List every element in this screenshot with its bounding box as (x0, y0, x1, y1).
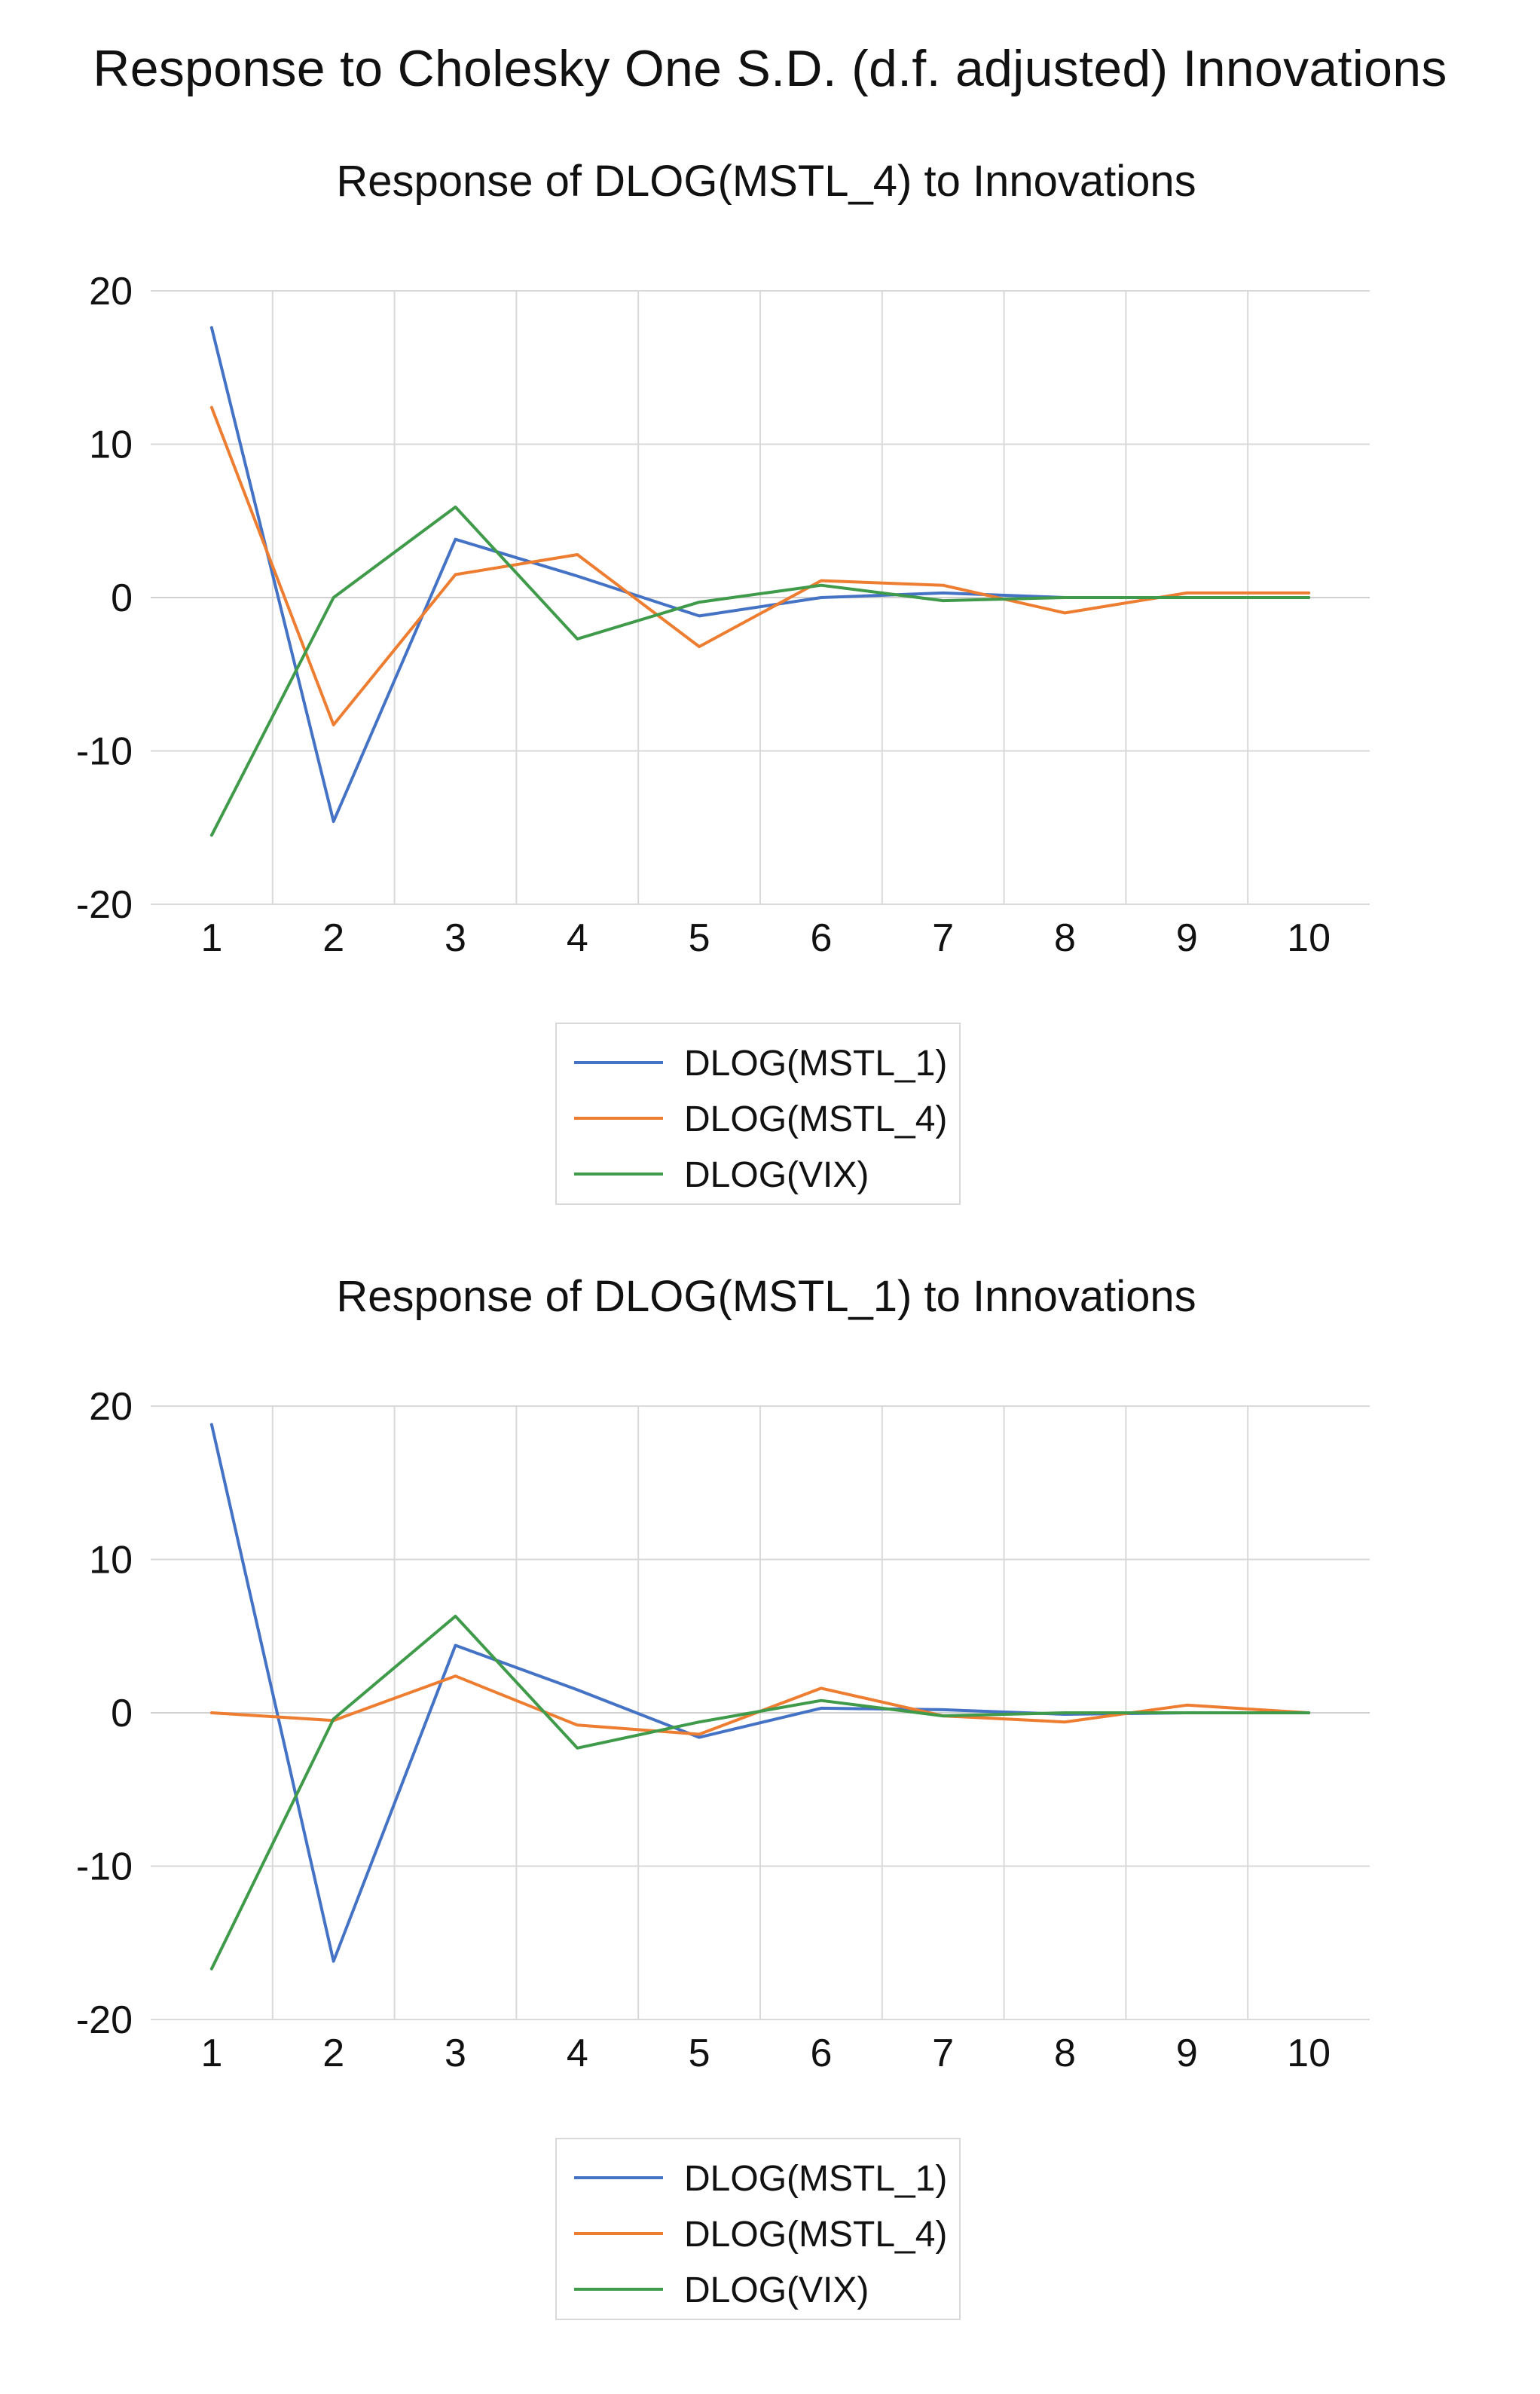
chart-2-ytick-label: 10 (89, 1539, 133, 1582)
chart-1-series-line-dlog-vix (209, 505, 1311, 837)
chart-2: Response of DLOG(MSTL_1) to Innovations 2… (76, 1272, 1370, 2320)
chart-1-xtick-label: 8 (1054, 916, 1076, 960)
chart-1-legend-label: DLOG(MSTL_4) (684, 1099, 947, 1139)
chart-1-ytick-label: -10 (76, 730, 133, 774)
chart-2-xtick-label: 3 (445, 2032, 466, 2075)
main-title: Response to Cholesky One S.D. (d.f. adju… (93, 40, 1447, 97)
chart-1-xtick-label: 7 (932, 916, 954, 960)
chart-2-legend-label: DLOG(MSTL_4) (684, 2215, 947, 2255)
chart-2-xtick-label: 1 (200, 2032, 222, 2075)
chart-2-ytick-label: -10 (76, 1845, 133, 1889)
chart-2-series-line-dlog-vix (209, 1614, 1311, 1971)
chart-2-xtick-label: 2 (322, 2032, 344, 2075)
chart-1-series-line-dlog-mstl-4 (209, 405, 1311, 726)
chart-1: Response of DLOG(MSTL_4) to Innovations 2… (76, 157, 1370, 1205)
chart-2-ytick-label: -20 (76, 1998, 133, 2042)
chart-2-xtick-label: 8 (1054, 2032, 1076, 2075)
chart-2-xtick-label: 5 (689, 2032, 710, 2075)
chart-1-ytick-label: 20 (89, 270, 133, 313)
chart-2-xtick-label: 6 (810, 2032, 832, 2075)
chart-1-xtick-label: 1 (200, 916, 222, 960)
chart-1-xtick-label: 9 (1176, 916, 1198, 960)
chart-1-xtick-label: 5 (689, 916, 710, 960)
chart-1-xtick-label: 4 (567, 916, 588, 960)
chart-1-ytick-label: 10 (89, 423, 133, 467)
chart-1-ytick-label: -20 (76, 883, 133, 927)
chart-2-legend-label: DLOG(VIX) (684, 2270, 869, 2310)
chart-2-title: Response of DLOG(MSTL_1) to Innovations (336, 1272, 1196, 1321)
chart-1-xtick-label: 3 (445, 916, 466, 960)
chart-2-legend-label: DLOG(MSTL_1) (684, 2159, 947, 2199)
chart-1-title: Response of DLOG(MSTL_4) to Innovations (336, 157, 1196, 206)
chart-1-xtick-label: 2 (322, 916, 344, 960)
chart-1-xtick-label: 6 (810, 916, 832, 960)
chart-1-legend-label: DLOG(MSTL_1) (684, 1044, 947, 1084)
chart-1-xtick-label: 10 (1287, 916, 1331, 960)
chart-2-ytick-label: 0 (111, 1692, 133, 1735)
chart-2-ytick-label: 20 (89, 1385, 133, 1429)
chart-2-xtick-label: 4 (567, 2032, 588, 2075)
chart-2-xtick-label: 7 (932, 2032, 954, 2075)
chart-1-ytick-label: 0 (111, 576, 133, 620)
chart-1-legend-label: DLOG(VIX) (684, 1155, 869, 1195)
chart-2-xtick-label: 9 (1176, 2032, 1198, 2075)
chart-2-xtick-label: 10 (1287, 2032, 1331, 2075)
